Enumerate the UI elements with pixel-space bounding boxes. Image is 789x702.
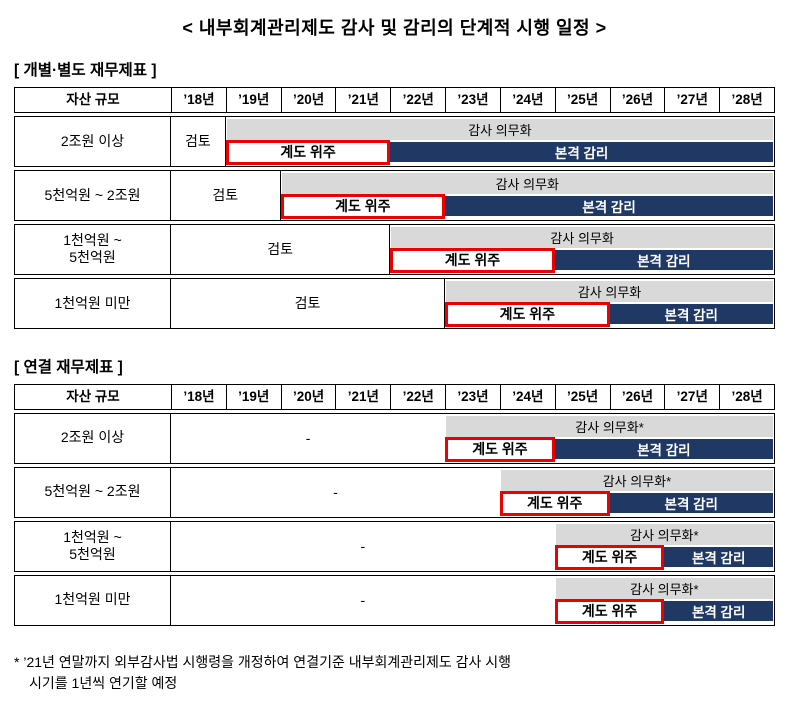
guidance-focused-box: 계도 위주 bbox=[390, 247, 555, 273]
review-cell: 검토 bbox=[171, 224, 391, 274]
guidance-focused-box: 계도 위주 bbox=[280, 193, 446, 219]
schedule-table: 자산 규모 ’18년 ’19년 ’20년 ’21년 ’22년 ’23년 ’24년 ’25년 ’26… bbox=[14, 87, 775, 329]
table-header-row: 자산 규모 ’18년 ’19년 ’20년 ’21년 ’22년 ’23년 ’24년 ’25년 ’26… bbox=[14, 87, 775, 113]
row-label: 5천억원 ~ 2조원 bbox=[15, 467, 171, 517]
schedule-row: 2조원 이상 - 감사 의무화* 계도 위주 본격 감리 bbox=[14, 412, 775, 464]
footnote-line-2: 시기를 1년씩 연기할 예정 bbox=[29, 674, 178, 691]
column-header-year: ’23년 bbox=[445, 384, 500, 409]
schedule-row: 1천억원 ~ 5천억원 - 감사 의무화* 계도 위주 본격 감리 bbox=[14, 520, 775, 572]
full-supervision-bar: 본격 감리 bbox=[445, 195, 773, 216]
full-supervision-bar: 본격 감리 bbox=[664, 546, 773, 567]
full-supervision-bar: 본격 감리 bbox=[609, 303, 773, 324]
footnote: * ’21년 연말까지 외부감사법 시행령을 개정하여 연결기준 내부회계관리제… bbox=[14, 652, 775, 694]
schedule-row: 1천억원 미만 - 감사 의무화* 계도 위주 본격 감리 bbox=[14, 574, 775, 626]
row-label: 2조원 이상 bbox=[15, 116, 171, 166]
tables-container: [ 개별·별도 재무제표 ] 자산 규모 ’18년 ’19년 ’20년 ’21년 ’22년’… bbox=[14, 58, 775, 626]
section-title: [ 연결 재무제표 ] bbox=[14, 358, 123, 376]
audit-mandatory-bar: 감사 의무화* bbox=[446, 415, 773, 437]
guidance-focused-box: 계도 위주 bbox=[554, 598, 665, 624]
column-header-asset-size: 자산 규모 bbox=[66, 92, 120, 107]
guidance-focused-box: 계도 위주 bbox=[445, 436, 555, 462]
guidance-focused-box: 계도 위주 bbox=[445, 301, 610, 327]
column-header-year: ’22년 bbox=[390, 88, 445, 112]
column-header-year: ’22년 bbox=[390, 384, 445, 409]
section-title: [ 개별·별도 재무제표 ] bbox=[14, 62, 157, 79]
audit-mandatory-bar: 감사 의무화 bbox=[446, 280, 773, 302]
no-audit-cell: - bbox=[305, 430, 311, 447]
audit-mandatory-bar: 감사 의무화* bbox=[555, 577, 773, 599]
review-cell: 검토 bbox=[171, 116, 226, 166]
footnote-line-1: * ’21년 연말까지 외부감사법 시행령을 개정하여 연결기준 내부회계관리제… bbox=[14, 653, 512, 670]
schedule-row: 5천억원 ~ 2조원 - 감사 의무화* 계도 위주 본격 감리 bbox=[14, 466, 775, 518]
schedule-row: 1천억원 ~ 5천억원 검토 감사 의무화 계도 위주 본격 감리 bbox=[14, 223, 775, 275]
audit-mandatory-bar: 감사 의무화* bbox=[500, 469, 773, 491]
row-label: 5천억원 ~ 2조원 bbox=[15, 170, 171, 220]
table-header-row: 자산 규모 ’18년 ’19년 ’20년 ’21년 ’22년 ’23년 ’24년 ’25년 ’26… bbox=[14, 383, 775, 410]
full-supervision-bar: 본격 감리 bbox=[554, 438, 773, 459]
schedule-table: 자산 규모 ’18년 ’19년 ’20년 ’21년 ’22년 ’23년 ’24년 ’25년 ’26… bbox=[14, 383, 775, 626]
column-header-year: ’18년 bbox=[171, 384, 226, 409]
column-header-year: ’23년 bbox=[445, 88, 500, 112]
row-label: 2조원 이상 bbox=[15, 413, 171, 463]
column-header-year: ’20년 bbox=[280, 384, 336, 409]
full-supervision-bar: 본격 감리 bbox=[554, 249, 773, 270]
column-header-year: ’21년 bbox=[335, 88, 390, 112]
column-header-year: ’24년 bbox=[499, 88, 555, 112]
page-title: < 내부회계관리제도 감사 및 감리의 단계적 시행 일정 > bbox=[182, 18, 607, 38]
full-supervision-bar: 본격 감리 bbox=[390, 141, 773, 162]
column-header-year: ’26년 bbox=[609, 88, 665, 112]
column-header-year: ’21년 bbox=[335, 384, 390, 409]
column-header-year: ’19년 bbox=[225, 88, 281, 112]
guidance-focused-box: 계도 위주 bbox=[499, 490, 610, 516]
column-header-year: ’28년 bbox=[719, 384, 774, 409]
row-label: 1천억원 미만 bbox=[15, 575, 171, 625]
column-header-year: ’18년 bbox=[171, 88, 226, 112]
schedule-row: 2조원 이상 검토 감사 의무화 계도 위주 본격 감리 bbox=[14, 115, 775, 167]
full-supervision-bar: 본격 감리 bbox=[609, 492, 773, 513]
schedule-row: 1천억원 미만 검토 감사 의무화 계도 위주 본격 감리 bbox=[14, 277, 775, 329]
no-audit-cell: - bbox=[333, 484, 338, 501]
review-cell: 검토 bbox=[171, 278, 446, 328]
guidance-focused-box: 계도 위주 bbox=[225, 139, 391, 165]
column-header-year: ’27년 bbox=[664, 88, 719, 112]
review-cell: 검토 bbox=[171, 170, 281, 220]
row-label: 1천억원 ~ 5천억원 bbox=[15, 521, 171, 571]
column-header-year: ’27년 bbox=[664, 384, 719, 409]
audit-mandatory-bar: 감사 의무화 bbox=[281, 172, 773, 194]
row-label: 1천억원 ~ 5천억원 bbox=[15, 224, 171, 274]
no-audit-cell: - bbox=[360, 538, 366, 555]
column-header-asset-size: 자산 규모 bbox=[66, 388, 120, 404]
guidance-focused-box: 계도 위주 bbox=[554, 544, 665, 570]
column-header-year: ’28년 bbox=[719, 88, 774, 112]
audit-mandatory-bar: 감사 의무화* bbox=[555, 523, 773, 545]
row-label: 1천억원 미만 bbox=[15, 278, 171, 328]
audit-mandatory-bar: 감사 의무화 bbox=[226, 118, 773, 140]
column-header-year: ’25년 bbox=[554, 88, 610, 112]
column-header-year: ’20년 bbox=[280, 88, 336, 112]
audit-mandatory-bar: 감사 의무화 bbox=[391, 226, 773, 248]
no-audit-cell: - bbox=[360, 592, 366, 609]
column-header-year: ’26년 bbox=[609, 384, 665, 409]
schedule-row: 5천억원 ~ 2조원 검토 감사 의무화 계도 위주 본격 감리 bbox=[14, 169, 775, 221]
column-header-year: ’24년 bbox=[499, 384, 555, 409]
column-header-year: ’19년 bbox=[225, 384, 281, 409]
full-supervision-bar: 본격 감리 bbox=[664, 600, 773, 621]
column-header-year: ’25년 bbox=[554, 384, 610, 409]
